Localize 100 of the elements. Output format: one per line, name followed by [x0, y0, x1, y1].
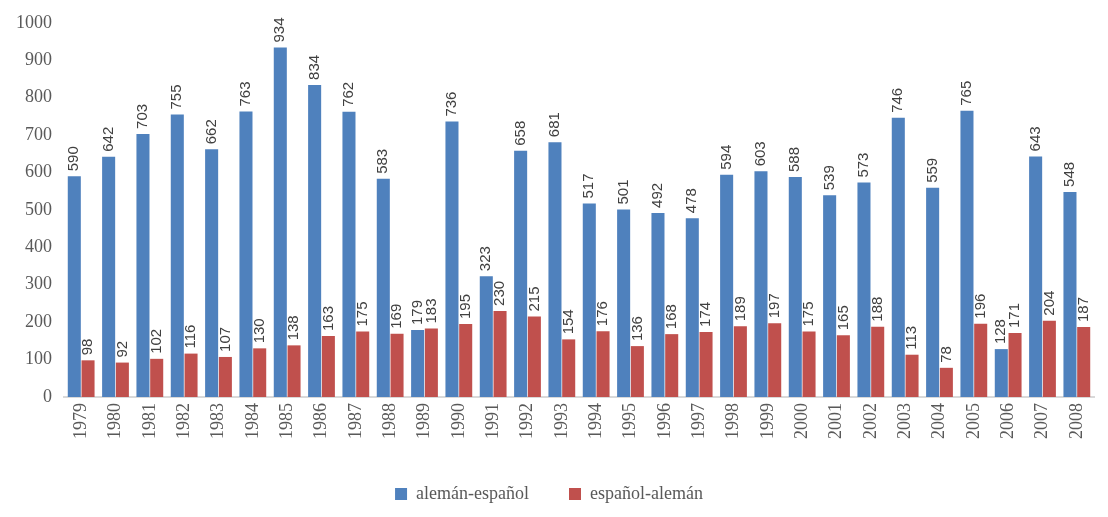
bar [411, 330, 425, 397]
bar [342, 111, 356, 397]
x-tick-label: 2001 [825, 403, 846, 439]
data-label: 583 [373, 148, 391, 174]
data-label: 102 [146, 328, 164, 354]
y-tick-label: 0 [43, 385, 52, 406]
bar [596, 331, 610, 397]
bar [184, 353, 198, 397]
data-label: 834 [304, 54, 322, 80]
bar [1029, 156, 1043, 397]
bar [514, 150, 528, 397]
bar [823, 195, 837, 397]
data-label: 195 [455, 294, 473, 320]
bar [390, 333, 404, 397]
x-tick-label: 2003 [893, 403, 914, 439]
data-label: 559 [922, 157, 940, 183]
x-tick-label: 1995 [619, 403, 640, 439]
data-label: 548 [1060, 161, 1078, 187]
x-tick-label: 2000 [790, 403, 811, 439]
y-tick-label: 600 [25, 161, 52, 182]
data-label: 590 [64, 146, 82, 172]
data-label: 78 [936, 346, 954, 363]
data-label: 168 [661, 304, 679, 330]
data-label: 478 [682, 188, 700, 214]
bar [733, 326, 747, 397]
bar [493, 310, 507, 397]
bar [102, 156, 116, 397]
bar [115, 362, 129, 397]
y-tick-label: 100 [25, 348, 52, 369]
data-label: 197 [764, 293, 782, 319]
bar [768, 323, 782, 397]
data-label: 196 [970, 293, 988, 319]
data-label: 188 [867, 296, 885, 322]
y-tick-label: 200 [25, 310, 52, 331]
data-label: 174 [696, 301, 714, 327]
bar [1077, 327, 1091, 397]
bar [1008, 333, 1022, 397]
bar [788, 176, 802, 397]
bar [273, 47, 287, 397]
data-label: 113 [902, 325, 920, 350]
bar [926, 187, 940, 397]
x-tick-label: 1997 [687, 403, 708, 439]
data-label: 539 [819, 165, 837, 191]
data-label: 92 [112, 340, 130, 358]
data-label: 642 [98, 126, 116, 152]
x-tick-label: 1987 [344, 403, 365, 439]
data-label: 323 [476, 246, 494, 272]
bar [699, 331, 713, 397]
data-label: 594 [716, 144, 734, 170]
bar [170, 114, 184, 397]
data-label: 501 [613, 179, 631, 205]
data-label: 736 [442, 91, 460, 117]
bar [424, 328, 438, 397]
x-tick-label: 1984 [241, 403, 262, 439]
data-label: 107 [215, 326, 233, 352]
x-tick-label: 1981 [138, 403, 159, 439]
bar [376, 178, 390, 397]
data-label: 755 [167, 84, 185, 110]
data-label: 517 [579, 173, 597, 199]
bar [562, 339, 576, 397]
data-label: 154 [558, 309, 576, 335]
x-tick-label: 1991 [481, 403, 502, 439]
data-label: 658 [510, 120, 528, 146]
x-tick-label: 1992 [516, 403, 537, 439]
y-tick-label: 500 [25, 198, 52, 219]
bar [253, 348, 267, 397]
x-tick-label: 2006 [996, 403, 1017, 439]
data-label: 169 [387, 303, 405, 329]
x-tick-label: 2004 [928, 403, 949, 439]
bar [754, 171, 768, 397]
data-label: 187 [1073, 296, 1091, 323]
x-tick-label: 1986 [310, 403, 331, 439]
data-label: 230 [490, 280, 508, 306]
x-tick-label: 1979 [69, 403, 90, 439]
data-label: 176 [593, 301, 611, 327]
bar [67, 176, 81, 397]
bar [665, 334, 679, 397]
y-tick-label: 700 [25, 123, 52, 144]
x-tick-label: 1990 [447, 403, 468, 439]
x-tick-label: 1998 [722, 403, 743, 439]
bar [527, 316, 541, 397]
x-tick-label: 2005 [962, 403, 983, 439]
data-label: 175 [799, 301, 817, 327]
x-tick-label: 1983 [207, 403, 228, 439]
data-label: 204 [1039, 290, 1057, 316]
bar [150, 358, 164, 397]
data-label: 573 [854, 152, 872, 178]
x-tick-label: 1982 [172, 403, 193, 439]
bar [1042, 320, 1056, 397]
bar [479, 276, 493, 397]
bar [802, 331, 816, 397]
bar [960, 110, 974, 397]
bar [685, 218, 699, 397]
data-label: 681 [545, 112, 563, 138]
x-tick-label: 1994 [584, 403, 605, 439]
bar [630, 346, 644, 397]
bar [445, 121, 459, 397]
bar [239, 111, 253, 397]
data-label: 138 [284, 315, 302, 341]
bar [651, 212, 665, 397]
